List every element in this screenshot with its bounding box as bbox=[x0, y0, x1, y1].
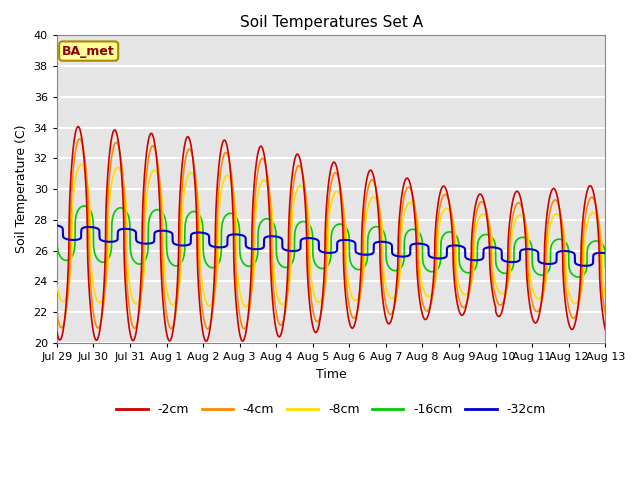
-8cm bbox=[486, 221, 493, 227]
-8cm bbox=[608, 306, 616, 312]
-2cm bbox=[638, 333, 640, 338]
-32cm bbox=[154, 228, 161, 234]
-8cm bbox=[638, 298, 640, 303]
-4cm bbox=[76, 136, 84, 142]
-4cm bbox=[486, 225, 493, 231]
-16cm bbox=[80, 203, 88, 209]
-8cm bbox=[431, 279, 439, 285]
X-axis label: Time: Time bbox=[316, 368, 346, 381]
-4cm bbox=[154, 160, 161, 166]
Line: -4cm: -4cm bbox=[57, 139, 640, 329]
-4cm bbox=[511, 204, 519, 210]
-16cm bbox=[502, 270, 510, 276]
Line: -32cm: -32cm bbox=[57, 226, 640, 268]
-32cm bbox=[502, 259, 510, 264]
-16cm bbox=[638, 259, 640, 264]
-32cm bbox=[443, 246, 451, 252]
Line: -8cm: -8cm bbox=[57, 165, 640, 309]
-4cm bbox=[444, 193, 451, 199]
-8cm bbox=[77, 162, 85, 168]
-2cm bbox=[202, 338, 210, 344]
-2cm bbox=[432, 225, 440, 231]
-32cm bbox=[618, 265, 626, 271]
-4cm bbox=[502, 287, 510, 293]
-2cm bbox=[154, 168, 161, 174]
-8cm bbox=[444, 205, 451, 211]
-8cm bbox=[154, 172, 161, 178]
-2cm bbox=[444, 191, 451, 196]
Title: Soil Temperatures Set A: Soil Temperatures Set A bbox=[239, 15, 422, 30]
Line: -16cm: -16cm bbox=[57, 206, 640, 279]
-32cm bbox=[53, 223, 61, 228]
-8cm bbox=[53, 282, 61, 288]
Line: -2cm: -2cm bbox=[57, 127, 640, 341]
-32cm bbox=[638, 252, 640, 258]
-2cm bbox=[486, 248, 493, 253]
-16cm bbox=[611, 276, 619, 282]
-2cm bbox=[53, 329, 61, 335]
Y-axis label: Soil Temperature (C): Soil Temperature (C) bbox=[15, 125, 28, 253]
-2cm bbox=[511, 190, 519, 196]
-16cm bbox=[154, 207, 161, 213]
Legend: -2cm, -4cm, -8cm, -16cm, -32cm: -2cm, -4cm, -8cm, -16cm, -32cm bbox=[111, 398, 551, 421]
-16cm bbox=[431, 268, 439, 274]
-32cm bbox=[485, 244, 493, 250]
-4cm bbox=[204, 326, 212, 332]
-32cm bbox=[511, 259, 519, 265]
-8cm bbox=[511, 218, 519, 224]
-32cm bbox=[431, 255, 439, 261]
-16cm bbox=[53, 229, 61, 235]
-16cm bbox=[486, 232, 493, 238]
-4cm bbox=[53, 310, 61, 315]
-16cm bbox=[511, 240, 519, 246]
-16cm bbox=[444, 229, 451, 235]
-2cm bbox=[502, 279, 510, 285]
-4cm bbox=[638, 316, 640, 322]
-4cm bbox=[432, 268, 440, 274]
-2cm bbox=[74, 124, 82, 130]
Text: BA_met: BA_met bbox=[62, 45, 115, 58]
-8cm bbox=[502, 286, 510, 292]
